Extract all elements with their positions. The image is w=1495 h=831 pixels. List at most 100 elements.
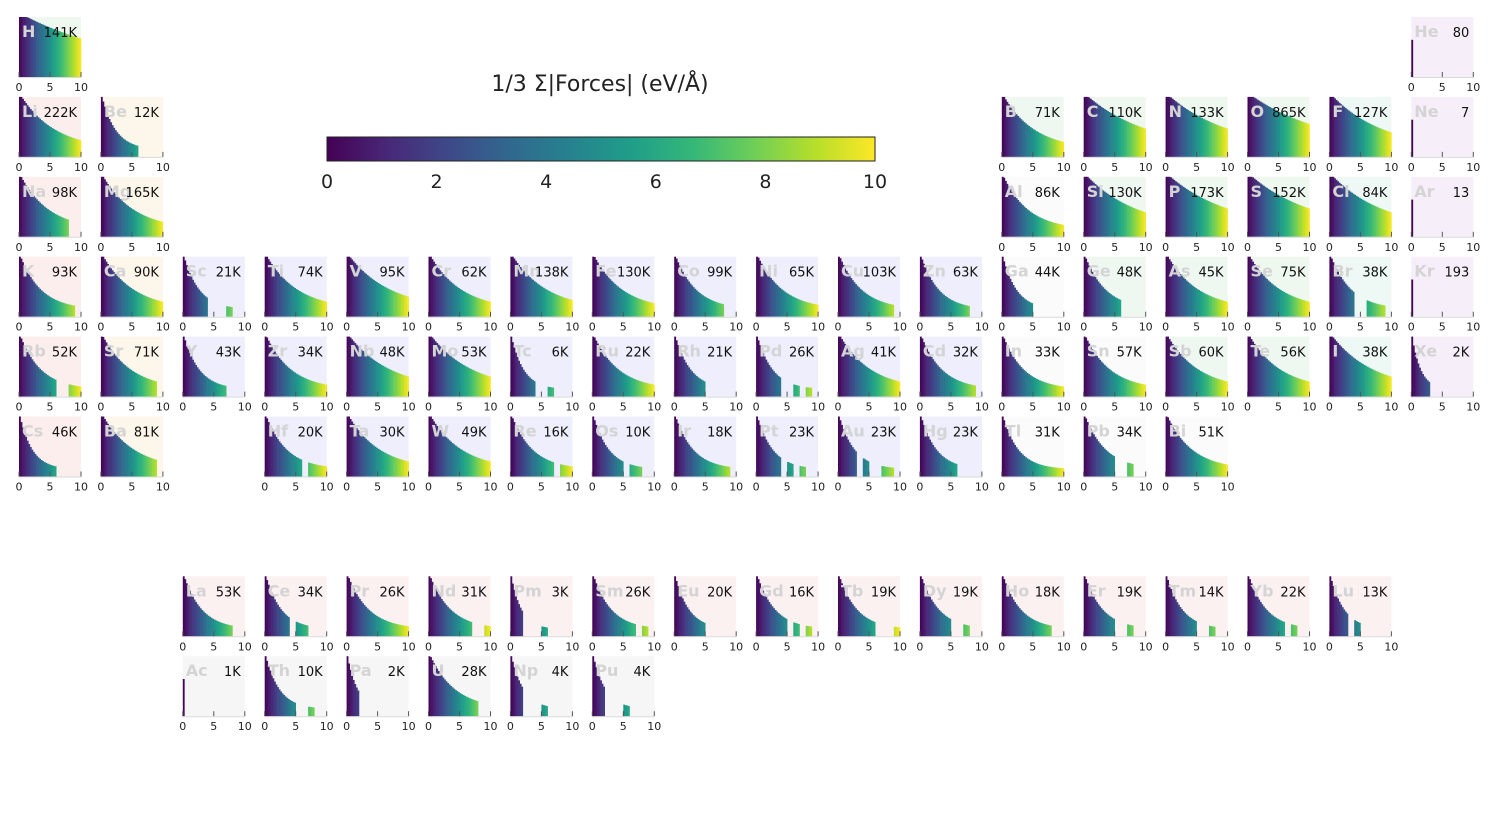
histogram-bar bbox=[291, 370, 293, 397]
histogram-bar bbox=[689, 283, 692, 317]
histogram-bar bbox=[1057, 467, 1060, 477]
histogram-bar bbox=[1113, 618, 1115, 637]
histogram-bar bbox=[1218, 462, 1221, 477]
histogram-bar bbox=[1193, 113, 1196, 157]
element-count: 22K bbox=[625, 346, 651, 361]
x-tick-label: 10 bbox=[1139, 481, 1153, 494]
histogram-bar bbox=[407, 296, 409, 317]
x-tick-label: 10 bbox=[647, 720, 661, 733]
histogram-bar bbox=[267, 584, 270, 637]
histogram-bar bbox=[1196, 115, 1199, 157]
histogram-bar bbox=[59, 132, 62, 157]
histogram-bar bbox=[1023, 455, 1026, 477]
histogram-bar bbox=[1196, 453, 1199, 477]
histogram-bar bbox=[561, 296, 564, 317]
histogram-bar bbox=[272, 596, 275, 637]
histogram-bar bbox=[295, 373, 298, 397]
histogram-bar bbox=[511, 342, 514, 397]
x-tick-label: 5 bbox=[210, 640, 217, 653]
histogram-bar bbox=[277, 439, 279, 477]
histogram-bar bbox=[278, 274, 281, 317]
histogram-bar bbox=[674, 576, 677, 637]
histogram-bar bbox=[1195, 194, 1197, 237]
histogram-bar bbox=[1358, 117, 1361, 157]
histogram-bar bbox=[938, 452, 941, 477]
histogram-bar bbox=[57, 30, 60, 77]
histogram-bar bbox=[952, 462, 955, 477]
histogram-bar bbox=[624, 705, 627, 717]
x-tick-label: 5 bbox=[947, 481, 954, 494]
histogram-bar bbox=[1051, 138, 1054, 157]
histogram-bar bbox=[1212, 123, 1214, 157]
histogram-bar bbox=[1099, 443, 1102, 477]
histogram-bar bbox=[1289, 374, 1292, 397]
histogram-bar bbox=[218, 621, 221, 637]
histogram-bar bbox=[593, 661, 596, 717]
histogram-bar bbox=[1103, 288, 1106, 317]
x-tick-label: 10 bbox=[647, 321, 661, 334]
element-cell-v: 0 5 10V 95K bbox=[343, 256, 416, 334]
x-tick-label: 10 bbox=[975, 640, 989, 653]
histogram-bar bbox=[1218, 379, 1221, 397]
histogram-bar bbox=[802, 301, 805, 317]
x-tick-label: 5 bbox=[47, 161, 54, 174]
histogram-bar bbox=[726, 466, 729, 477]
histogram-bar bbox=[926, 432, 928, 477]
histogram-bar bbox=[944, 615, 947, 637]
histogram-bar bbox=[100, 176, 103, 237]
histogram-bar bbox=[76, 385, 79, 397]
histogram-bar bbox=[933, 447, 936, 477]
histogram-bar bbox=[533, 451, 536, 477]
histogram-bar bbox=[1184, 443, 1187, 477]
histogram-bar bbox=[100, 416, 103, 477]
histogram-bar bbox=[1383, 374, 1386, 397]
element-symbol: Hf bbox=[268, 422, 289, 441]
x-tick-label: 0 bbox=[1080, 481, 1087, 494]
histogram-bar bbox=[465, 620, 468, 637]
histogram-bar bbox=[598, 432, 601, 477]
histogram-bar bbox=[1201, 371, 1204, 397]
histogram-bar bbox=[1131, 207, 1134, 237]
histogram-bar bbox=[346, 256, 349, 317]
histogram-bar bbox=[1108, 452, 1111, 477]
histogram-bar bbox=[1218, 205, 1221, 237]
histogram-bar bbox=[779, 457, 782, 477]
histogram-bar bbox=[1193, 620, 1196, 637]
histogram-bar bbox=[1096, 185, 1098, 237]
histogram-bar bbox=[1139, 383, 1142, 397]
histogram-bar bbox=[457, 288, 460, 317]
histogram-bar bbox=[230, 307, 233, 317]
x-tick-label: 5 bbox=[620, 481, 627, 494]
x-tick-label: 5 bbox=[702, 640, 709, 653]
element-symbol: Yb bbox=[1250, 581, 1274, 600]
histogram-bar bbox=[1099, 105, 1102, 157]
histogram-bar bbox=[678, 427, 681, 477]
histogram-bar bbox=[1351, 290, 1353, 317]
histogram-bar bbox=[315, 464, 318, 477]
histogram-bar bbox=[454, 613, 457, 637]
x-tick-label: 10 bbox=[1466, 321, 1480, 334]
histogram-bar bbox=[708, 298, 711, 317]
histogram-bar bbox=[560, 464, 562, 477]
histogram-bar bbox=[882, 466, 885, 477]
x-tick-label: 10 bbox=[1139, 640, 1153, 653]
histogram-bar bbox=[111, 270, 114, 317]
histogram-bar bbox=[53, 213, 55, 237]
histogram-bar bbox=[1083, 96, 1086, 157]
histogram-bar bbox=[763, 593, 766, 637]
histogram-bar bbox=[1094, 599, 1097, 637]
histogram-bar bbox=[274, 434, 276, 477]
x-tick-label: 10 bbox=[893, 401, 907, 414]
histogram-bar bbox=[1054, 223, 1057, 237]
histogram-bar bbox=[839, 579, 842, 637]
histogram-bar bbox=[25, 103, 28, 157]
histogram-bar bbox=[215, 620, 218, 637]
histogram-bar bbox=[1178, 352, 1180, 397]
histogram-bar bbox=[468, 454, 471, 477]
histogram-bar bbox=[614, 366, 616, 397]
histogram-bar bbox=[1371, 302, 1374, 317]
histogram-bar bbox=[856, 610, 859, 637]
histogram-bar bbox=[113, 127, 116, 157]
x-tick-label: 0 bbox=[16, 401, 23, 414]
